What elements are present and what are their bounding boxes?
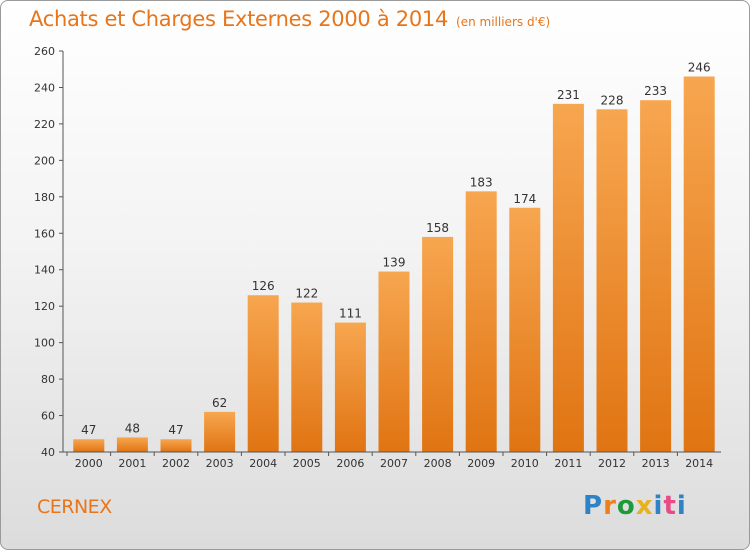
bar-2010: [509, 207, 541, 452]
y-tick-label: 140: [34, 264, 55, 277]
bar-2006: [334, 322, 366, 452]
logo-letter: i: [653, 491, 664, 521]
x-tick-label: 2014: [685, 457, 713, 470]
x-tick-label: 2000: [75, 457, 103, 470]
commune-name: CERNEX: [37, 496, 112, 518]
logo-letter: P: [583, 491, 604, 521]
bar-value-label: 47: [168, 423, 183, 437]
bar-value-label: 228: [601, 93, 624, 107]
bar-2009: [465, 191, 497, 452]
bar-2004: [247, 295, 279, 452]
bar-value-label: 246: [688, 61, 711, 75]
bar-2008: [422, 236, 454, 452]
bar-2011: [552, 103, 584, 452]
y-tick-label: 180: [34, 191, 55, 204]
y-tick-label: 240: [34, 81, 55, 94]
logo-letter: x: [635, 491, 654, 521]
x-tick-label: 2010: [511, 457, 539, 470]
bar-value-label: 183: [470, 175, 493, 189]
bar-2013: [640, 100, 672, 453]
bar-2003: [204, 411, 236, 452]
bar-2012: [596, 109, 628, 452]
x-axis: 2000 2001 2002 2003 2004 2005 2006 2007 2008 2009…: [63, 451, 721, 470]
x-tick-label: 2006: [336, 457, 364, 470]
y-tick-label: 60: [41, 410, 55, 423]
bar-value-label: 111: [339, 307, 362, 321]
x-tick-label: 2011: [554, 457, 582, 470]
x-tick-label: 2002: [162, 457, 190, 470]
chart-title: Achats et Charges Externes 2000 à 2014 (e…: [29, 7, 550, 31]
bar-value-label: 47: [81, 423, 96, 437]
bar-series: 47 48 47 62 126 122 111 139 158 183 174 231 228 233 24…: [73, 61, 715, 453]
bar-2007: [378, 271, 410, 452]
y-tick-label: 260: [34, 45, 55, 58]
chart-subtitle: (en milliers d'€): [456, 15, 551, 29]
bar-value-label: 158: [426, 221, 449, 235]
y-tick-label: 160: [34, 227, 55, 240]
bar-2001: [116, 437, 148, 452]
y-tick-label: 200: [34, 154, 55, 167]
logo-letter: r: [603, 491, 617, 521]
y-tick-label: 220: [34, 118, 55, 131]
x-tick-label: 2004: [249, 457, 277, 470]
logo-letter: i: [676, 491, 687, 521]
x-tick-label: 2008: [424, 457, 452, 470]
bar-value-label: 139: [383, 256, 406, 270]
y-tick-label: 120: [34, 300, 55, 313]
y-tick-label: 100: [34, 337, 55, 350]
bar-2002: [160, 439, 192, 452]
bar-value-label: 48: [125, 421, 140, 435]
x-tick-label: 2003: [206, 457, 234, 470]
logo-letter: o: [616, 491, 636, 521]
x-tick-label: 2007: [380, 457, 408, 470]
x-tick-label: 2012: [598, 457, 626, 470]
bar-value-label: 233: [644, 84, 667, 98]
bar-2000: [73, 439, 105, 452]
proxiti-logo[interactable]: Proxiti: [583, 491, 703, 523]
bar-value-label: 174: [513, 192, 536, 206]
x-tick-label: 2005: [293, 457, 321, 470]
bar-2005: [291, 302, 323, 452]
x-tick-label: 2001: [118, 457, 146, 470]
x-tick-label: 2009: [467, 457, 495, 470]
bar-value-label: 231: [557, 88, 580, 102]
y-tick-label: 80: [41, 373, 55, 386]
logo-letter: t: [663, 491, 677, 521]
bar-value-label: 122: [295, 287, 318, 301]
bar-value-label: 62: [212, 396, 227, 410]
bar-2014: [683, 76, 715, 452]
bar-value-label: 126: [252, 279, 275, 293]
chart-title-text: Achats et Charges Externes 2000 à 2014: [29, 7, 449, 31]
y-tick-label: 40: [41, 446, 55, 459]
y-axis: 40 60 80 100 120 140 160 180 200 220 240 260: [34, 45, 64, 459]
x-tick-label: 2013: [642, 457, 670, 470]
